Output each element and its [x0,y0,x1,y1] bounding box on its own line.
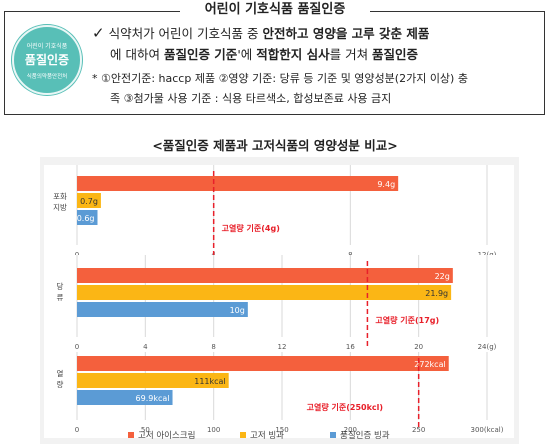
tick-label: 100 [207,426,220,434]
bar-value-label: 69.9kcal [136,394,170,403]
category-label: 당 [57,281,64,291]
tick-label: 300(kcal) [471,426,504,434]
bar [77,302,248,317]
legend-swatch [128,432,134,438]
quality-certification-logo: 어린이 기호식품 품질인증 식품의약품안전처 [12,25,82,95]
category-label: 량 [57,380,64,389]
tick-label: 20 [414,343,423,351]
logo-top-text: 어린이 기호식품 [26,43,68,50]
legend-swatch [240,432,246,438]
bar-value-label: 272kcal [414,360,445,369]
category-label: 열 [57,369,64,378]
bar [77,210,98,225]
line1-text: 식약처가 어린이 기호식품 중 [108,26,263,41]
bar [77,356,449,371]
logo-main-text: 품질인증 [24,53,70,67]
category-label: 포화 [53,192,67,201]
bar [77,268,453,283]
bar [77,193,101,208]
tick-label: 0 [75,343,79,351]
bar-value-label: 0.7g [80,197,98,206]
legend-label: 고저 빙과 [250,431,284,441]
criteria-note-2: 족 ③첨가물 사용 기준 : 식용 타르색소, 합성보존료 사용 금지 [110,92,392,105]
threshold-label: 고열량 기준(4g) [222,223,280,233]
chart-title: <품질인증 제품과 고저식품의 영양성분 비교> [152,138,398,153]
threshold-label: 고열량 기준(17g) [375,315,439,325]
logo-bottom-text: 식품의약품안전처 [26,74,68,80]
bar-value-label: 22g [435,272,450,281]
tick-label: 0 [75,426,79,434]
tick-label: 200 [344,426,357,434]
tick-label: 8 [211,343,215,351]
threshold-label: 고열량 기준(250kcl) [307,402,383,412]
bar [77,285,452,300]
tick-label: 4 [143,343,148,351]
bar-value-label: 0.6g [77,214,95,223]
bar [77,176,399,191]
legend-label: 고저 아이스크림 [138,430,195,441]
check-icon: ✓ [92,24,105,42]
tick-label: 24(g) [478,343,497,351]
header-title: 어린이 기호식품 품질인증 [180,0,370,20]
category-label: 지방 [53,202,67,212]
criteria-note-1: * ①안전기준: haccp 제품 ②영양 기준: 당류 등 기준 및 영양성분… [92,72,468,85]
tick-label: 250 [412,426,425,434]
bar [77,390,173,405]
bar-value-label: 10g [230,306,245,315]
bar [77,373,229,388]
bar-value-label: 9.4g [377,180,395,189]
tick-label: 16 [346,343,355,351]
legend-swatch [330,432,336,438]
tick-label: 12 [278,343,287,351]
category-label: 류 [57,293,64,302]
header-line-1: ✓ 식약처가 어린이 기호식품 중 안전하고 영양을 고루 갖춘 제품 [92,23,429,44]
bar-value-label: 21.9g [425,289,448,298]
line1-bold: 안전하고 영양을 고루 갖춘 제품 [262,26,430,41]
tick-label: 50 [141,426,150,434]
legend-label: 품질인증 빙과 [340,430,390,441]
header-line-2: 에 대하여 품질인증 기준'에 적합한지 심사를 거쳐 품질인증 [110,47,419,62]
tick-label: 150 [275,426,288,434]
bar-value-label: 111kcal [194,377,225,386]
